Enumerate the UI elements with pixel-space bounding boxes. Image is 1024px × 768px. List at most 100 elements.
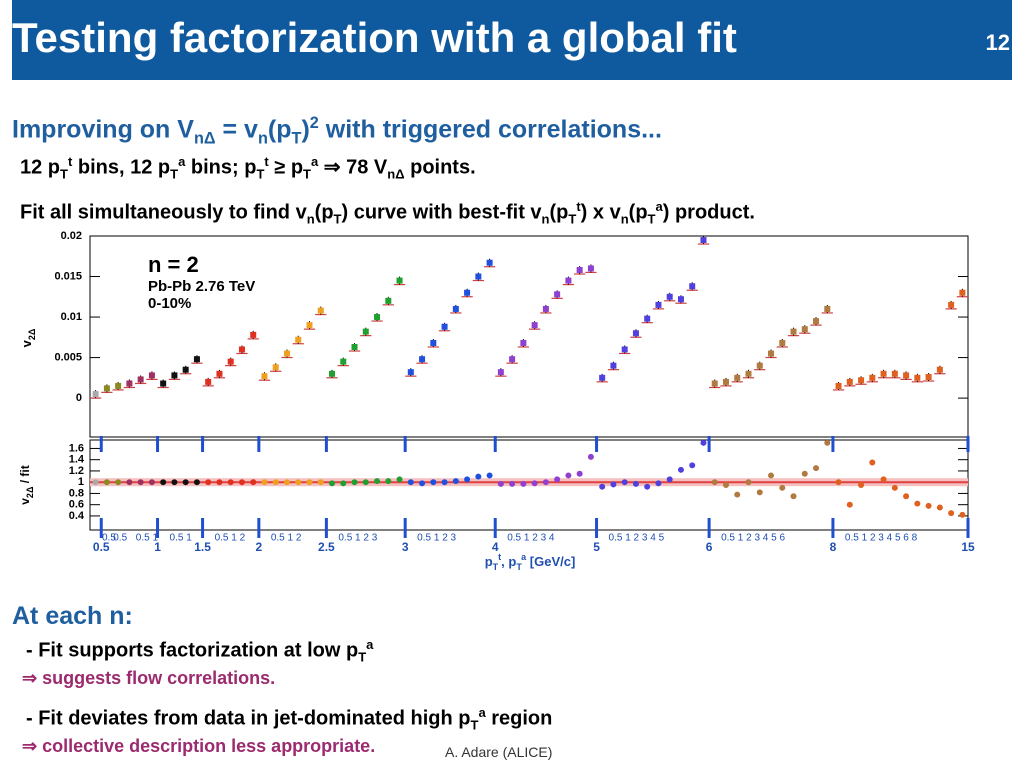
ratio-point (295, 479, 302, 486)
ratio-point (677, 466, 684, 473)
ratio-point (666, 476, 673, 483)
data-point (238, 346, 245, 353)
data-point (430, 339, 437, 346)
y-tick-label: 1 (78, 476, 84, 488)
text-run: (p (549, 201, 569, 224)
text-run: T (493, 562, 499, 572)
panel-frame (89, 235, 969, 438)
ratio-point (621, 479, 628, 486)
title-bar (12, 0, 1012, 80)
text-line: Fit all simultaneously to find vn(pT) cu… (20, 199, 755, 227)
text-run: - Fit supports factorization at low p (26, 639, 359, 662)
text-run: T (568, 211, 577, 227)
text-run: T (303, 166, 311, 182)
ratio-point (835, 479, 842, 486)
ratio-point (385, 478, 392, 485)
ratio-point (283, 479, 290, 486)
ratio-point (148, 479, 155, 486)
text-run: T (516, 562, 522, 572)
data-point (666, 293, 673, 300)
data-point (407, 369, 414, 376)
data-point (722, 378, 729, 385)
data-point (903, 372, 910, 379)
ratio-point (103, 479, 110, 486)
text-run: n (541, 211, 550, 227)
text-run: T (647, 211, 656, 227)
text-run: points. (404, 156, 476, 179)
data-point (306, 322, 313, 329)
assoc-labels: 0.5 1 2 3 4 5 (609, 533, 665, 544)
data-point (565, 277, 572, 284)
bullet: - Fit supports factorization at low pTa (26, 637, 373, 665)
data-point (216, 370, 223, 377)
y-tick-label: 0.8 (69, 487, 84, 499)
data-point (813, 318, 820, 325)
assoc-labels: 0.5 1 2 (215, 533, 246, 544)
data-point (824, 305, 831, 312)
text-run: ) (301, 115, 310, 144)
ratio-point (576, 470, 583, 477)
text-run: Improving on V (12, 115, 194, 144)
data-point (621, 346, 628, 353)
ratio-point (565, 472, 572, 479)
data-point (936, 366, 943, 373)
data-point (317, 307, 324, 314)
text-run: p (485, 554, 493, 569)
text-run: t (264, 154, 269, 169)
ratio-point (903, 493, 910, 500)
text-run: T (170, 166, 179, 182)
data-point (497, 369, 504, 376)
assoc-labels: 0.5 1 2 3 4 5 6 (721, 533, 785, 544)
data-point (148, 372, 155, 379)
ratio-point (171, 479, 178, 486)
ratio-point (306, 479, 313, 486)
data-point (756, 362, 763, 369)
y-tick-label: 1.6 (69, 442, 84, 454)
data-point (137, 376, 144, 383)
ratio-point (261, 479, 268, 486)
ratio-point (396, 476, 403, 483)
plot: 00.0050.010.0150.020.40.60.811.21.41.60.… (18, 230, 975, 572)
data-point (441, 323, 448, 330)
ratio-point (655, 480, 662, 487)
ratio-point (160, 479, 167, 486)
axis-title: pTt, pTa [GeV/c] (485, 552, 576, 572)
text-run: region (485, 707, 553, 730)
ratio-point (768, 472, 775, 479)
slide-title: Testing factorization with a global fit (12, 14, 737, 61)
text-run: T (358, 649, 367, 665)
x-tick-label: 2.5 (318, 540, 335, 554)
text-run: a (311, 154, 319, 169)
ratio-point (486, 472, 493, 479)
text-run: a (478, 705, 486, 720)
ratio-point (925, 502, 932, 509)
ratio-point (497, 480, 504, 487)
data-point (576, 267, 583, 274)
ratio-point (216, 479, 223, 486)
data-point (948, 301, 955, 308)
ratio-point (182, 479, 189, 486)
ratio-point (374, 478, 381, 485)
ratio-point (959, 511, 966, 518)
ratio-point (452, 478, 459, 485)
text-run: t (576, 199, 581, 214)
text-run: with triggered correlations... (318, 115, 662, 144)
ratio-point (205, 479, 212, 486)
y-tick-label: 1.4 (69, 454, 85, 466)
ratio-point (272, 479, 279, 486)
assoc-labels: 0.5 1 (170, 533, 193, 544)
text-run: n (620, 211, 629, 227)
text-run: v (19, 339, 34, 347)
ratio-point (329, 480, 336, 487)
text-run: ) product. (662, 201, 755, 224)
y-tick-label: 0.015 (54, 270, 82, 282)
bullet-note: ⇒ suggests flow correlations. (22, 668, 276, 688)
y-tick-label: 0.01 (61, 311, 82, 323)
ratio-point (644, 483, 651, 490)
y-tick-label: 0 (76, 392, 82, 404)
text-run: ) x v (580, 201, 621, 224)
text-run: T (291, 129, 302, 148)
assoc-labels: 0.5 1 2 3 4 (507, 533, 555, 544)
assoc-labels: 0.5 1 (136, 533, 159, 544)
